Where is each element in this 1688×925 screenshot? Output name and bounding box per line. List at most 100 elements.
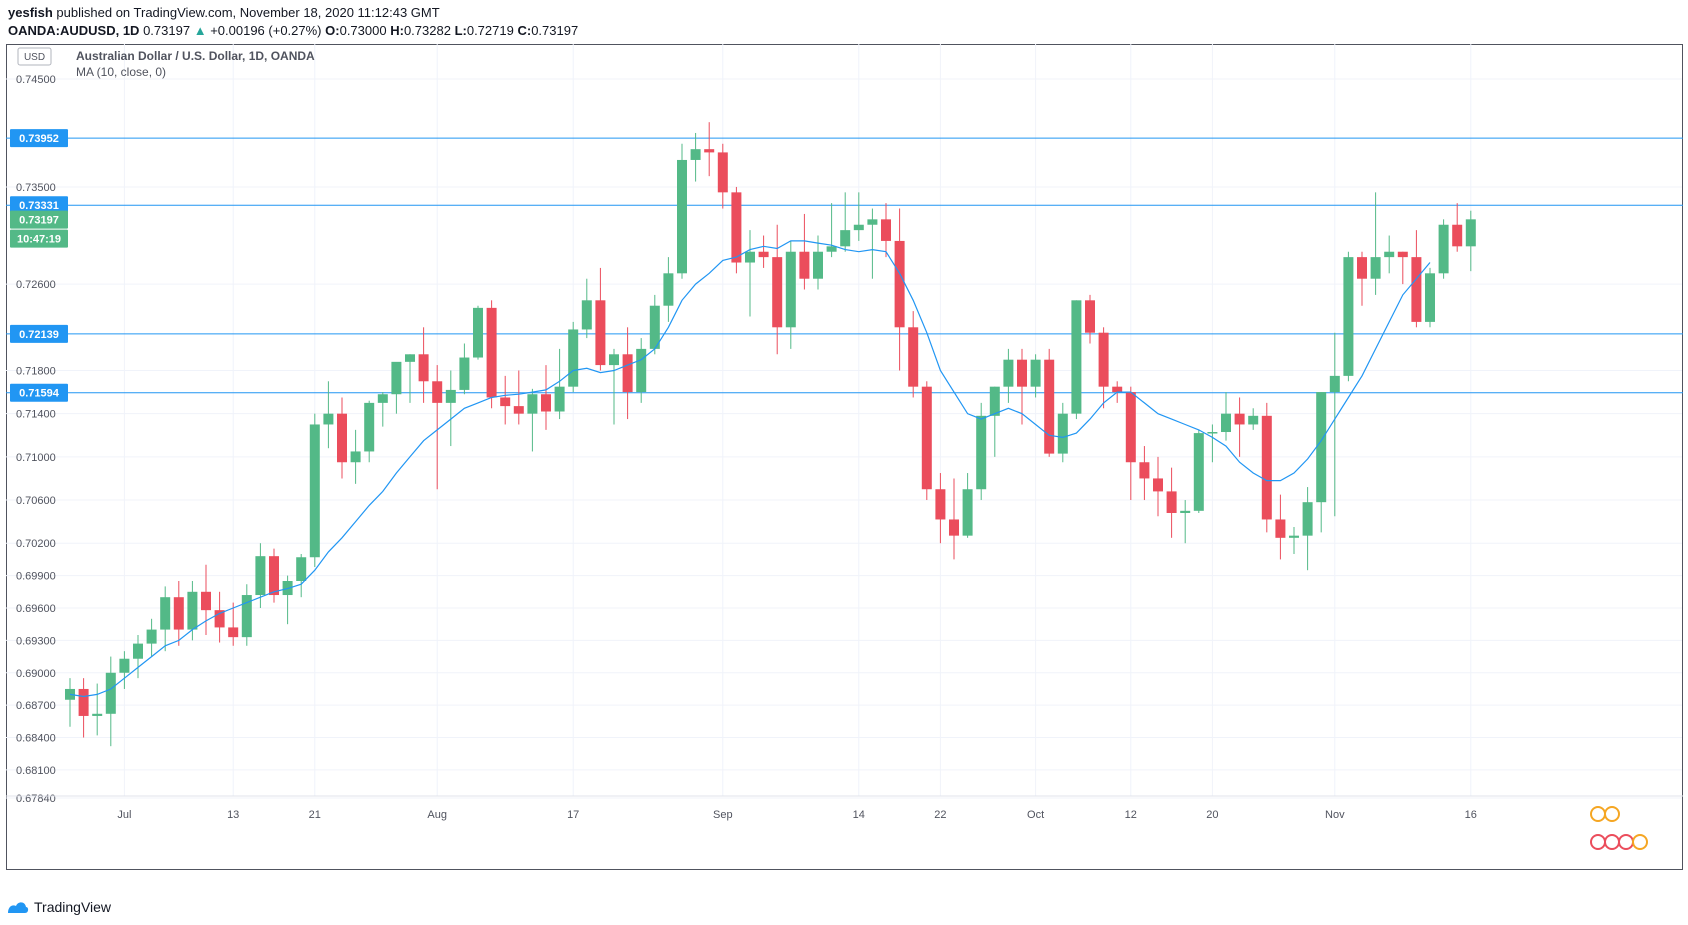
candle-body [309, 424, 320, 558]
candle-body [269, 556, 279, 596]
candle-body [1193, 433, 1204, 511]
candle-body [173, 597, 184, 630]
candle-body [826, 246, 837, 252]
price-label-box [10, 229, 68, 248]
y-tick-label: 0.71000 [16, 452, 56, 464]
candle-body [350, 451, 361, 463]
candle-body [976, 415, 987, 490]
x-tick-label: Aug [427, 809, 447, 821]
currency-badge[interactable] [17, 47, 52, 66]
candles [65, 122, 1476, 747]
candle-body [1003, 359, 1014, 387]
x-tick-label: Nov [1325, 809, 1345, 821]
candle-body [1465, 219, 1476, 247]
candle-body [513, 406, 524, 414]
price-label-box [10, 210, 68, 229]
candle-body [581, 300, 592, 330]
candle-body [105, 672, 116, 714]
candle-body [201, 591, 211, 611]
candle-body [1343, 257, 1354, 376]
high-label: H: [390, 23, 404, 38]
candle-body [1125, 392, 1136, 463]
footer-brand[interactable]: TradingView [34, 899, 112, 915]
candle-body [962, 489, 973, 536]
candle-body [989, 386, 1000, 416]
candle-body [1166, 491, 1177, 513]
candle-body [908, 327, 919, 387]
candle-body [1085, 300, 1095, 333]
candle-body [704, 149, 715, 153]
low-label: L: [454, 23, 467, 38]
tradingview-logo-icon[interactable] [6, 899, 30, 915]
candle-body [364, 402, 375, 452]
candle-body [1071, 300, 1082, 414]
candle-body [881, 219, 891, 241]
candle-body [772, 257, 783, 328]
candle-body [1275, 519, 1286, 538]
candle-body [568, 329, 579, 387]
candle-body [432, 381, 443, 403]
y-tick-label: 0.72600 [16, 279, 56, 291]
x-tick-label: 17 [567, 809, 579, 821]
y-tick-label: 0.70200 [16, 538, 56, 550]
event-icons[interactable] [1590, 806, 1648, 850]
candle-body [731, 192, 742, 263]
candle-body [133, 643, 143, 659]
candle-body [840, 230, 851, 247]
symbol-name: OANDA:AUDUSD, 1D [8, 23, 140, 38]
candle-body [1370, 257, 1381, 279]
candle-body [799, 251, 810, 279]
candle-body [1221, 413, 1231, 433]
candle-body [1302, 502, 1313, 536]
x-tick-label: 22 [934, 809, 946, 821]
price-label: 0.71594 [19, 388, 60, 400]
event-icon[interactable] [1604, 806, 1620, 822]
x-tick-label: 21 [309, 809, 321, 821]
y-tick-label: 0.69900 [16, 571, 56, 583]
publish-info: published on TradingView.com, November 1… [52, 5, 440, 20]
candle-body [1357, 257, 1367, 279]
close-label: C: [517, 23, 532, 38]
x-tick-label: 14 [853, 809, 865, 821]
moving-average [69, 240, 1431, 698]
event-icon[interactable] [1632, 834, 1648, 850]
candle-body [1207, 432, 1218, 434]
price-change: +0.00196 (+0.27%) [210, 23, 322, 38]
y-tick-label: 0.69000 [16, 668, 56, 680]
candle-body [146, 629, 157, 644]
candlestick-chart[interactable]: 0.74500 0.73500 0.72600 0.71800 0.71400 0.710… [6, 44, 1683, 887]
candle-body [690, 149, 701, 160]
publish-line: yesfish published on TradingView.com, No… [8, 4, 578, 22]
publisher-name[interactable]: yesfish [8, 5, 53, 20]
price-label-box [10, 383, 68, 402]
candle-body [1438, 224, 1449, 274]
price-label: 0.73197 [19, 215, 59, 227]
open-value: 0.73000 [339, 23, 387, 38]
candle-body [1234, 413, 1245, 425]
x-tick-label: Sep [713, 809, 733, 821]
candle-body [92, 713, 103, 716]
price-label: 0.73952 [19, 133, 59, 145]
candle-body [255, 556, 266, 596]
candle-body [1316, 392, 1327, 503]
price-labels: 0.73952 0.73331 0.73197 10:47:19 0.72139 0.71… [10, 129, 68, 402]
candle-body [1248, 415, 1259, 425]
candle-body [337, 413, 347, 463]
candle-body [921, 386, 932, 490]
chart-area[interactable]: 0.74500 0.73500 0.72600 0.71800 0.71400 0.710… [6, 44, 1683, 887]
candle-body [160, 597, 171, 630]
horizontal-lines[interactable] [6, 137, 1683, 394]
low-value: 0.72719 [466, 23, 514, 38]
candle-body [649, 305, 660, 349]
candle-body [1425, 273, 1435, 322]
countdown-label: 10:47:19 [17, 234, 61, 246]
x-tick-label: 16 [1465, 809, 1477, 821]
x-tick-label: 12 [1125, 809, 1137, 821]
candle-body [1017, 359, 1027, 387]
candle-body [78, 688, 89, 716]
candle-body [813, 251, 823, 279]
ohlc-line: OANDA:AUDUSD, 1D 0.73197 ▲ +0.00196 (+0.… [8, 22, 578, 40]
y-tick-label: 0.70600 [16, 495, 56, 507]
candle-body [717, 152, 728, 193]
open-label: O: [325, 23, 340, 38]
